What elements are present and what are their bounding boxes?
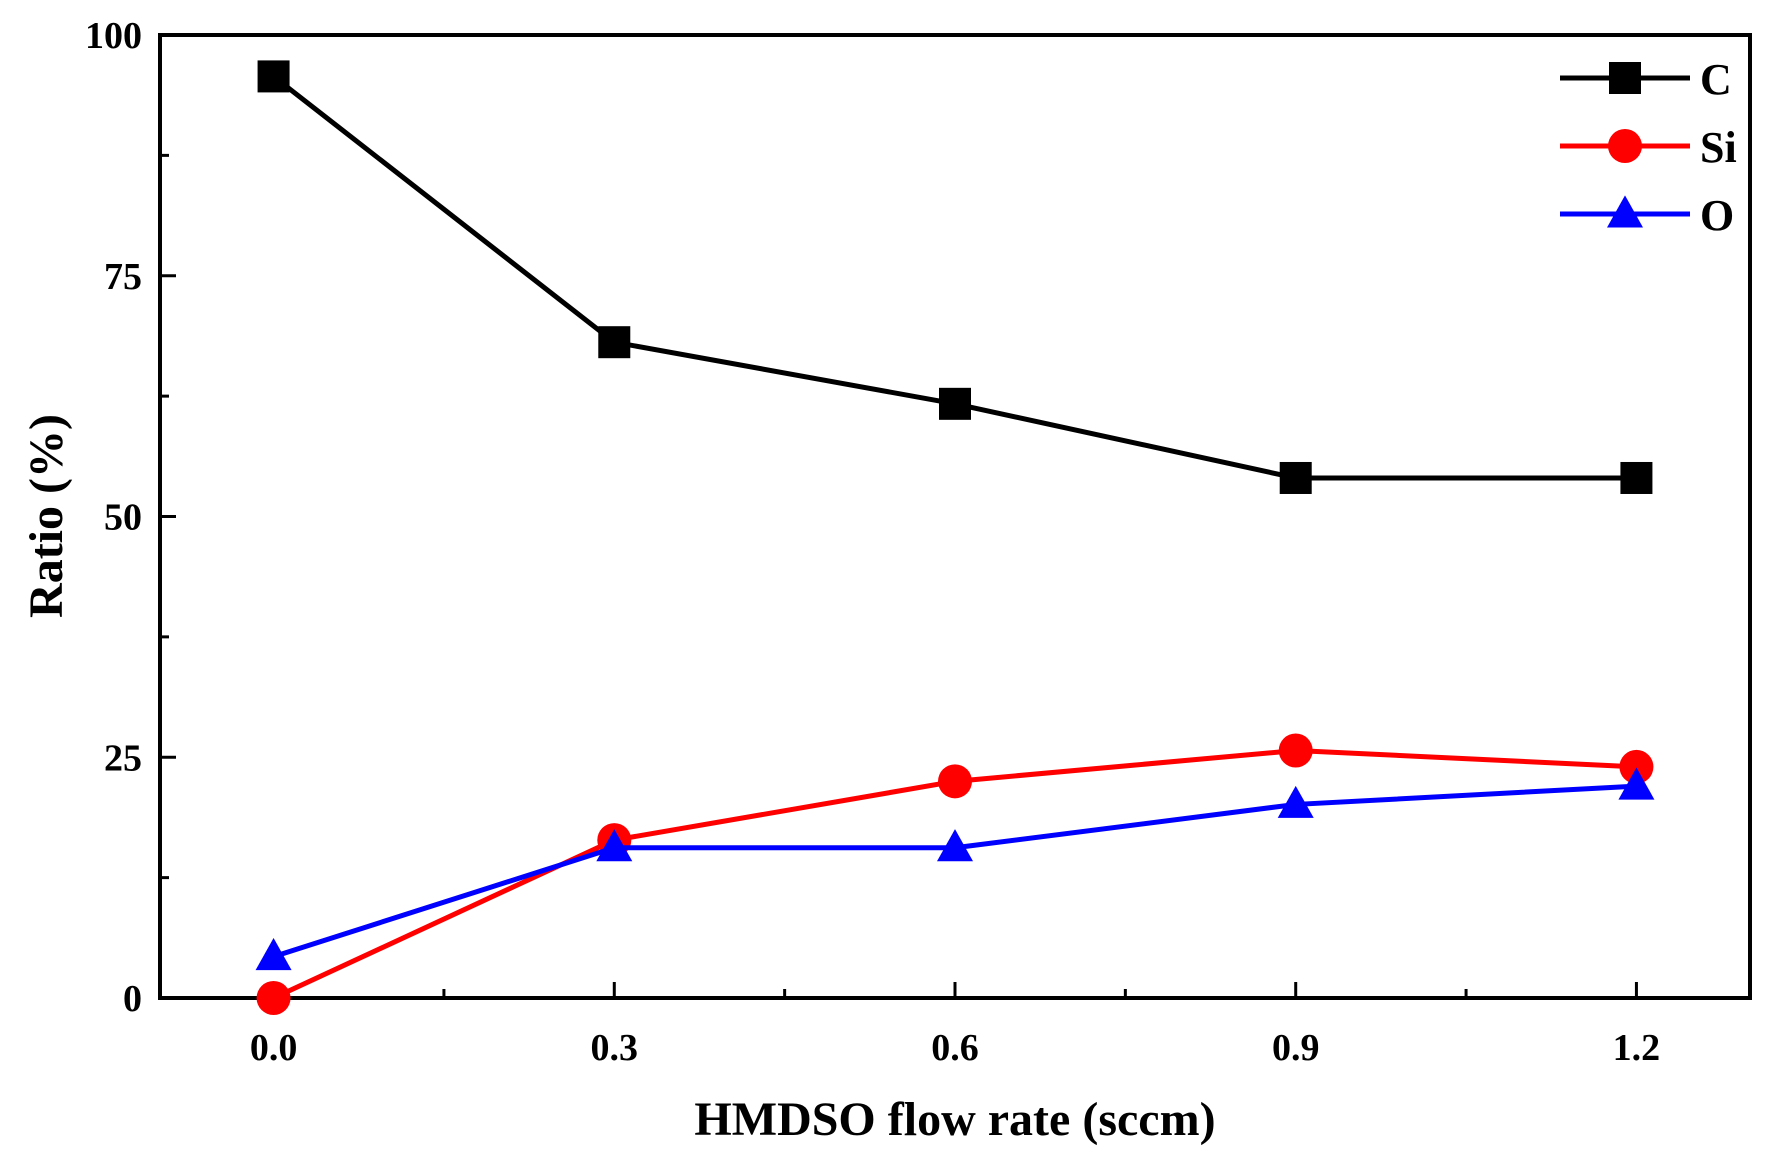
series-o-point: [596, 829, 633, 862]
legend-item-o: O: [1560, 191, 1734, 240]
series-o-point: [1277, 785, 1314, 818]
legend-item-c: C: [1560, 55, 1732, 104]
x-tick-labels: 0.0 0.3 0.6 0.9 1.2: [250, 1027, 1660, 1069]
series-c: [257, 60, 1653, 494]
legend-label-c: C: [1700, 55, 1732, 104]
legend-label-o: O: [1700, 191, 1734, 240]
legend-marker-si: [1608, 129, 1642, 163]
legend-marker-o: [1607, 195, 1643, 228]
series-c-point: [939, 387, 971, 420]
x-tick-label: 0.0: [250, 1027, 298, 1069]
x-tick-label: 1.2: [1613, 1027, 1661, 1069]
x-tick-label: 0.6: [931, 1027, 979, 1069]
series-o-line: [272, 783, 1637, 959]
series-si-point: [1278, 733, 1313, 768]
series-c-point: [1279, 461, 1312, 494]
series-si-point: [1619, 749, 1654, 784]
y-tick-label: 100: [85, 15, 142, 57]
series-layer: [255, 60, 1655, 1015]
series-c-point: [257, 60, 290, 93]
x-tick-label: 0.9: [1272, 1027, 1320, 1069]
series-si: [256, 733, 1654, 1015]
series-o-point: [937, 829, 973, 862]
series-si-point: [938, 764, 972, 799]
y-tick-labels: 0 25 50 75 100: [85, 15, 142, 1020]
series-c-point: [598, 326, 631, 359]
y-tick-label: 50: [104, 497, 142, 539]
y-axis-title: Ratio (%): [20, 414, 73, 618]
series-c-point: [1620, 461, 1653, 494]
series-o-point: [255, 937, 292, 971]
x-tick-label: 0.3: [591, 1027, 639, 1069]
legend: C Si O: [1560, 55, 1737, 240]
y-tick-label: 75: [104, 256, 142, 298]
y-tick-label: 0: [123, 978, 142, 1020]
series-o-point: [1618, 767, 1655, 800]
legend-label-si: Si: [1700, 123, 1737, 172]
axis-ticks: [160, 33, 1638, 1000]
x-axis-title: HMDSO flow rate (sccm): [694, 1093, 1215, 1146]
legend-item-si: Si: [1560, 123, 1737, 172]
y-tick-label: 25: [104, 737, 142, 779]
legend-marker-c: [1609, 62, 1641, 94]
series-si-point: [256, 981, 291, 1015]
series-o: [255, 767, 1655, 971]
